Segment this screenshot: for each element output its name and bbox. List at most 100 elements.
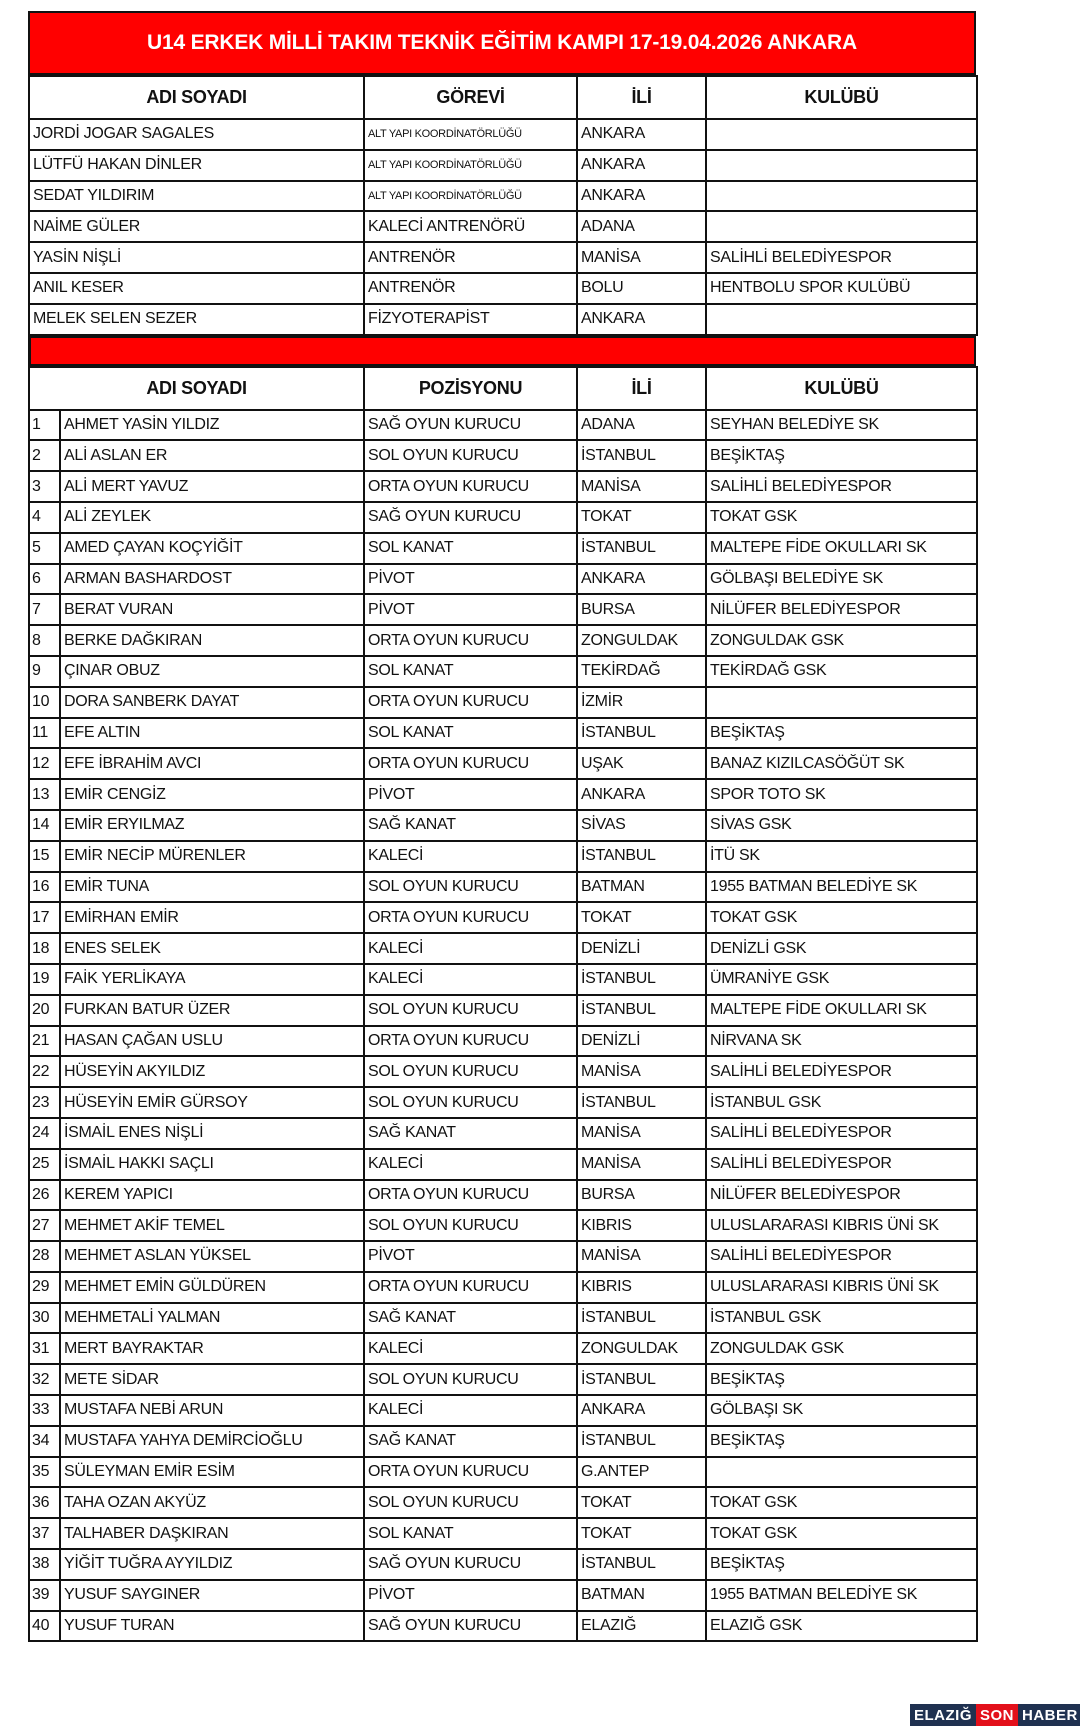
player-position: KALECİ <box>363 932 578 965</box>
player-number: 38 <box>28 1548 61 1581</box>
player-row: 12 EFE İBRAHİM AVCI ORTA OYUN KURUCU UŞAK BA… <box>28 747 978 781</box>
player-city: DENİZLİ <box>576 1024 707 1058</box>
player-number: 5 <box>28 531 61 565</box>
header-city: İLİ <box>576 75 707 120</box>
staff-role: ALT YAPI KOORDİNATÖRLÜĞÜ <box>363 118 578 151</box>
player-row: 26 KEREM YAPICI ORTA OYUN KURUCU BURSA NİLÜF… <box>28 1178 978 1212</box>
player-city: G.ANTEP <box>576 1455 707 1489</box>
player-name: ÇINAR OBUZ <box>59 654 365 688</box>
staff-table: ADI SOYADI GÖREVİ İLİ KULÜBÜ JORDİ JOGAR… <box>28 75 978 336</box>
logo-part-haber: HABER <box>1018 1704 1080 1726</box>
staff-city: BOLU <box>576 271 707 305</box>
staff-row: ANIL KESER ANTRENÖR BOLU HENTBOLU SPOR KULÜ… <box>28 271 978 305</box>
player-row: 34 MUSTAFA YAHYA DEMİRCİOĞLU SAĞ KANAT İSTA… <box>28 1424 978 1458</box>
player-club: TEKİRDAĞ GSK <box>705 654 978 688</box>
player-city: DENİZLİ <box>576 932 707 965</box>
player-city: TOKAT <box>576 1486 707 1520</box>
player-number: 17 <box>28 901 61 935</box>
player-club: ULUSLARARASI KIBRIS ÜNİ SK <box>705 1209 978 1243</box>
player-number: 40 <box>28 1609 61 1643</box>
logo-part-son: SON <box>976 1704 1019 1726</box>
player-number: 21 <box>28 1024 61 1058</box>
player-city: BATMAN <box>576 1578 707 1612</box>
player-name: TAHA OZAN AKYÜZ <box>59 1486 365 1520</box>
staff-role: ALT YAPI KOORDİNATÖRLÜĞÜ <box>363 148 578 182</box>
player-number: 33 <box>28 1394 61 1427</box>
player-name: EFE ALTIN <box>59 716 365 750</box>
player-name: MEHMET ASLAN YÜKSEL <box>59 1240 365 1273</box>
player-number: 10 <box>28 685 61 719</box>
player-position: PİVOT <box>363 1240 578 1273</box>
player-city: İSTANBUL <box>576 1301 707 1335</box>
player-row: 2 ALİ ASLAN ER SOL OYUN KURUCU İSTANBUL BEŞİ… <box>28 439 978 473</box>
player-city: İSTANBUL <box>576 839 707 873</box>
player-city: ANKARA <box>576 778 707 811</box>
player-position: KALECİ <box>363 1147 578 1181</box>
staff-club <box>705 210 978 244</box>
staff-row: YASİN NİŞLİ ANTRENÖR MANİSA SALİHLİ BELEDİY… <box>28 241 978 274</box>
watermark-logo: ELAZIĞ SON HABER <box>910 1704 1080 1726</box>
player-number: 23 <box>28 1086 61 1119</box>
player-number: 29 <box>28 1270 61 1304</box>
staff-row: JORDİ JOGAR SAGALES ALT YAPI KOORDİNATÖRL… <box>28 118 978 151</box>
player-number: 16 <box>28 870 61 904</box>
player-number: 39 <box>28 1578 61 1612</box>
players-table: ADI SOYADI POZİSYONU İLİ KULÜBÜ 1 AHMET Y… <box>28 365 978 1643</box>
player-city: BURSA <box>576 1178 707 1212</box>
player-row: 29 MEHMET EMİN GÜLDÜREN ORTA OYUN KURUCU KI… <box>28 1270 978 1304</box>
player-name: EMİR CENGİZ <box>59 778 365 811</box>
player-position: SOL OYUN KURUCU <box>363 1209 578 1243</box>
player-name: YUSUF SAYGINER <box>59 1578 365 1612</box>
player-name: FAİK YERLİKAYA <box>59 962 365 996</box>
player-number: 15 <box>28 839 61 873</box>
player-row: 24 İSMAİL ENES NİŞLİ SAĞ KANAT MANİSA SALİHL… <box>28 1116 978 1150</box>
player-number: 3 <box>28 470 61 503</box>
staff-club: SALİHLİ BELEDİYESPOR <box>705 241 978 274</box>
player-club: SALİHLİ BELEDİYESPOR <box>705 1147 978 1181</box>
staff-role: ALT YAPI KOORDİNATÖRLÜĞÜ <box>363 179 578 213</box>
logo-part-elazig: ELAZIĞ <box>910 1704 976 1726</box>
player-row: 25 İSMAİL HAKKI SAÇLI KALECİ MANİSA SALİHLİ … <box>28 1147 978 1181</box>
player-city: UŞAK <box>576 747 707 781</box>
player-number: 13 <box>28 778 61 811</box>
player-number: 6 <box>28 562 61 596</box>
staff-name: SEDAT YILDIRIM <box>28 179 365 213</box>
player-club: MALTEPE FİDE OKULLARI SK <box>705 993 978 1027</box>
staff-name: NAİME GÜLER <box>28 210 365 244</box>
player-city: TEKİRDAĞ <box>576 654 707 688</box>
player-row: 36 TAHA OZAN AKYÜZ SOL OYUN KURUCU TOKAT TOK… <box>28 1486 978 1520</box>
player-position: SOL OYUN KURUCU <box>363 1486 578 1520</box>
player-city: MANİSA <box>576 1147 707 1181</box>
player-club: SALİHLİ BELEDİYESPOR <box>705 1116 978 1150</box>
player-position: SAĞ KANAT <box>363 808 578 842</box>
player-name: HÜSEYİN EMİR GÜRSOY <box>59 1086 365 1119</box>
player-name: YUSUF TURAN <box>59 1609 365 1643</box>
player-club: ULUSLARARASI KIBRIS ÜNİ SK <box>705 1270 978 1304</box>
staff-name: ANIL KESER <box>28 271 365 305</box>
player-position: ORTA OYUN KURUCU <box>363 901 578 935</box>
player-position: SOL OYUN KURUCU <box>363 870 578 904</box>
player-position: SOL OYUN KURUCU <box>363 1055 578 1089</box>
player-club: TOKAT GSK <box>705 901 978 935</box>
player-club: NİLÜFER BELEDİYESPOR <box>705 1178 978 1212</box>
player-club: 1955 BATMAN BELEDİYE SK <box>705 870 978 904</box>
player-row: 8 BERKE DAĞKIRAN ORTA OYUN KURUCU ZONGULDAK… <box>28 624 978 657</box>
header-club: KULÜBÜ <box>705 75 978 120</box>
player-number: 34 <box>28 1424 61 1458</box>
staff-name: JORDİ JOGAR SAGALES <box>28 118 365 151</box>
section-divider <box>28 335 976 366</box>
player-position: SAĞ OYUN KURUCU <box>363 500 578 534</box>
player-name: MEHMETALİ YALMAN <box>59 1301 365 1335</box>
player-row: 38 YİĞİT TUĞRA AYYILDIZ SAĞ OYUN KURUCU İST… <box>28 1548 978 1581</box>
player-row: 13 EMİR CENGİZ PİVOT ANKARA SPOR TOTO SK <box>28 778 978 811</box>
player-club: NİRVANA SK <box>705 1024 978 1058</box>
player-number: 31 <box>28 1332 61 1366</box>
player-name: FURKAN BATUR ÜZER <box>59 993 365 1027</box>
player-name: MERT BAYRAKTAR <box>59 1332 365 1366</box>
player-city: BURSA <box>576 593 707 627</box>
player-row: 22 HÜSEYİN AKYILDIZ SOL OYUN KURUCU MANİSA S… <box>28 1055 978 1089</box>
player-position: ORTA OYUN KURUCU <box>363 470 578 503</box>
player-city: TOKAT <box>576 1517 707 1551</box>
player-name: EMİRHAN EMİR <box>59 901 365 935</box>
player-number: 24 <box>28 1116 61 1150</box>
